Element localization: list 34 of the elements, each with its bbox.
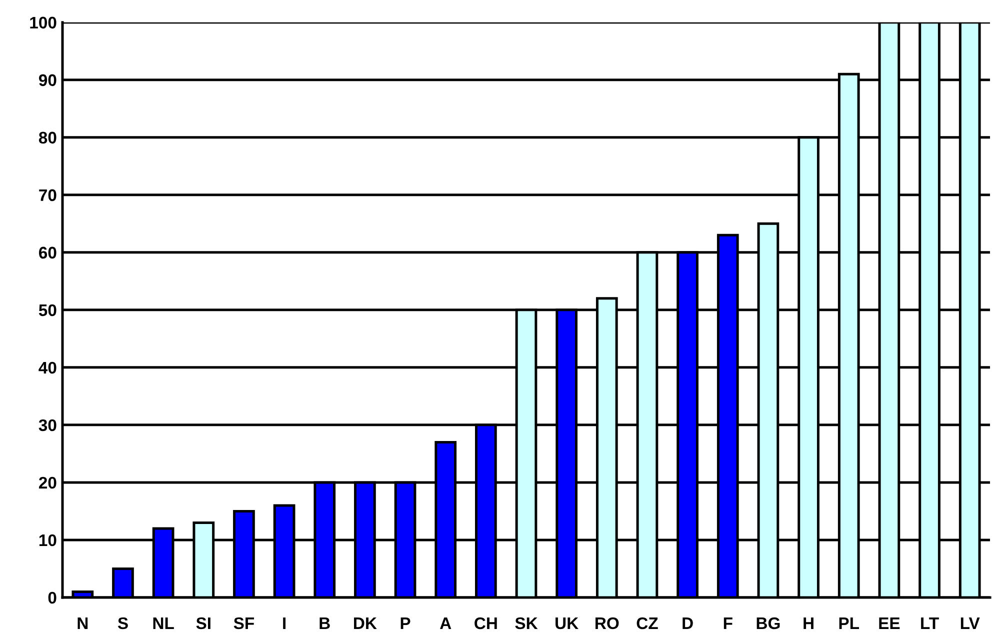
y-tick-label: 80 bbox=[38, 132, 56, 144]
x-tick-label: I bbox=[283, 618, 286, 629]
x-tick-label: RO bbox=[596, 617, 619, 630]
y-tick-label: 40 bbox=[38, 362, 56, 374]
x-tick-label: B bbox=[320, 618, 330, 629]
x-tick-label: SI bbox=[196, 617, 210, 630]
x-tick-label: N bbox=[78, 618, 88, 629]
x-tick-label: LT bbox=[921, 618, 939, 629]
x-tick-label: A bbox=[440, 618, 452, 629]
x-tick-label: P bbox=[400, 618, 410, 629]
y-tick-label: 60 bbox=[39, 246, 56, 259]
x-tick-label: SF bbox=[234, 617, 254, 630]
x-tick-label: UK bbox=[556, 618, 578, 630]
x-tick-label: LV bbox=[960, 618, 980, 629]
x-tick-label: F bbox=[724, 618, 732, 629]
x-tick-label: H bbox=[804, 618, 814, 629]
x-tick-label: EE bbox=[879, 618, 900, 629]
x-tick-label: CH bbox=[474, 617, 497, 630]
y-tick-label: 20 bbox=[38, 476, 56, 489]
x-tick-label: NL bbox=[153, 618, 174, 629]
y-tick-label: 90 bbox=[38, 74, 56, 86]
x-tick-label: CZ bbox=[636, 617, 658, 630]
x-tick-label: SK bbox=[515, 617, 538, 630]
y-tick-label: 30 bbox=[38, 419, 56, 432]
y-tick-label: 50 bbox=[38, 304, 56, 316]
x-tick-label: DK bbox=[354, 618, 377, 629]
y-tick-label: 100 bbox=[30, 16, 56, 29]
x-tick-label: PL bbox=[839, 618, 860, 629]
y-tick-label: 70 bbox=[39, 189, 56, 202]
y-tick-label: 10 bbox=[39, 534, 56, 546]
y-tick-label: 0 bbox=[48, 592, 56, 604]
x-tick-label: S bbox=[118, 617, 128, 630]
x-tick-label: D bbox=[682, 618, 693, 629]
x-tick-label: BG bbox=[756, 617, 780, 630]
